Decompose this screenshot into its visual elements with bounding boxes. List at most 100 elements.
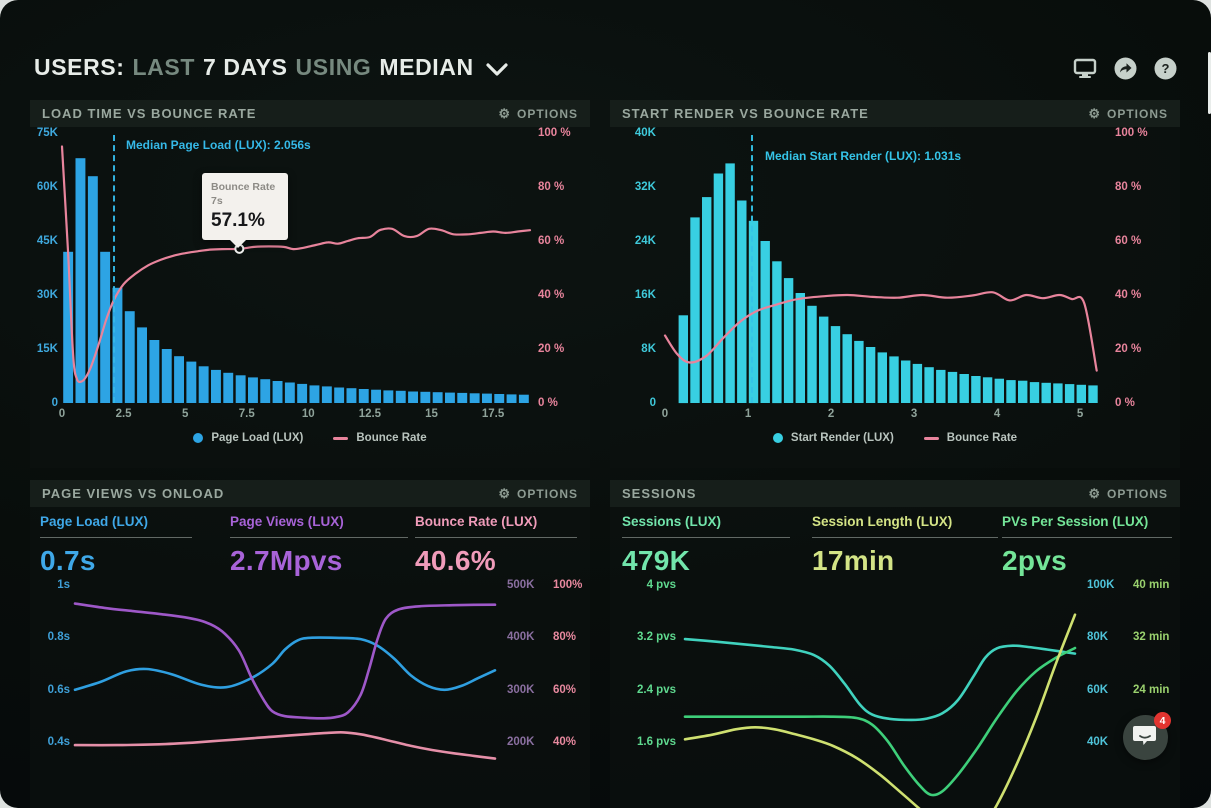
panel-title: LOAD TIME VS BOUNCE RATE: [42, 106, 257, 121]
axis-tick: 15K: [36, 343, 58, 355]
legend-label: Bounce Rate: [946, 432, 1018, 444]
svg-text:?: ?: [1161, 61, 1169, 76]
axis-tick-row: 200K 40%: [507, 736, 589, 748]
y-axis-right: 100 % 80 % 60 % 40 % 20 % 0 %: [538, 127, 586, 409]
x-axis: 0 1 2 3 4 5: [662, 408, 1105, 422]
axis-tick-row: 80K 32 min: [1087, 631, 1179, 643]
options-button[interactable]: ⚙ OPTIONS: [1088, 107, 1168, 121]
panel-header: PAGE VIEWS VS ONLOAD ⚙ OPTIONS: [30, 480, 590, 507]
title-word-last: LAST: [132, 54, 195, 80]
chart-legend: Page Load (LUX) Bounce Rate: [30, 432, 590, 444]
stat-page-load: Page Load (LUX) 0.7s: [40, 514, 192, 577]
axis-tick: 40 %: [1115, 289, 1142, 301]
axis-tick: 10: [301, 408, 315, 420]
tooltip-title: Bounce Rate: [211, 181, 276, 193]
axis-tick: 0: [58, 408, 66, 420]
axis-tick: 400K: [507, 631, 535, 644]
options-label: OPTIONS: [1106, 106, 1168, 121]
legend-swatch: [772, 433, 783, 443]
panel-sessions: SESSIONS ⚙ OPTIONS Sessions (LUX) 479K Se…: [610, 480, 1180, 808]
start-render-chart: Median Start Render (LUX): 1.031s: [663, 133, 1105, 404]
panel-load-time: LOAD TIME VS BOUNCE RATE ⚙ OPTIONS 75K 60K…: [30, 100, 590, 468]
options-button[interactable]: ⚙ OPTIONS: [1088, 487, 1168, 501]
y-axis-left: 1s 0.8s 0.6s 0.4s: [32, 579, 70, 748]
stat-page-views: Page Views (LUX) 2.7Mpvs: [230, 514, 408, 577]
axis-tick: 24K: [634, 235, 656, 247]
gear-icon: ⚙: [1088, 106, 1101, 121]
panel-header: LOAD TIME VS BOUNCE RATE ⚙ OPTIONS: [30, 100, 590, 127]
median-line: [750, 135, 753, 403]
legend-item: Start Render (LUX): [772, 432, 894, 444]
axis-tick-row: 500K 100%: [507, 579, 589, 591]
axis-tick: 7.5: [238, 408, 255, 420]
axis-tick: 2: [827, 408, 835, 420]
axis-tick: 60 %: [1115, 235, 1142, 247]
monitor-icon[interactable]: [1073, 56, 1097, 80]
legend-swatch: [333, 436, 349, 440]
legend-swatch: [923, 436, 939, 440]
y-axis-right: 100 % 80 % 60 % 40 % 20 % 0 %: [1115, 127, 1167, 409]
panel-header: START RENDER VS BOUNCE RATE ⚙ OPTIONS: [610, 100, 1180, 127]
panel-start-render: START RENDER VS BOUNCE RATE ⚙ OPTIONS 40K…: [610, 100, 1180, 468]
options-label: OPTIONS: [516, 486, 578, 501]
stat-value: 17min: [812, 545, 895, 576]
axis-tick: 300K: [507, 683, 535, 696]
chat-button[interactable]: 4: [1123, 712, 1171, 760]
axis-tick: 24 min: [1133, 683, 1170, 696]
stat-value: 40.6%: [415, 545, 496, 576]
header: USERS: LAST 7 DAYS USING MEDIAN ?: [34, 50, 1181, 90]
options-button[interactable]: ⚙ OPTIONS: [498, 107, 578, 121]
panel-header: SESSIONS ⚙ OPTIONS: [610, 480, 1180, 507]
options-label: OPTIONS: [516, 106, 578, 121]
y-axis-left: 75K 60K 45K 30K 15K 0: [32, 127, 58, 409]
axis-tick: 45K: [36, 235, 58, 247]
axis-tick: 30K: [36, 289, 58, 301]
stat-value: 0.7s: [40, 545, 96, 576]
chevron-down-icon[interactable]: [486, 55, 508, 82]
y-axis-left: 4 pvs 3.2 pvs 2.4 pvs 1.6 pvs: [614, 579, 676, 748]
stat-label: Session Length (LUX): [812, 514, 998, 538]
axis-tick: 0 %: [538, 397, 558, 409]
notification-badge: 4: [1154, 712, 1171, 729]
screen-edge-glare: [1208, 52, 1211, 114]
axis-tick-row: 40K: [1087, 736, 1179, 748]
axis-tick: 80K: [1087, 631, 1109, 644]
panel-title: START RENDER VS BOUNCE RATE: [622, 106, 869, 121]
tooltip-value: 57.1%: [211, 210, 265, 231]
axis-tick: 0.8s: [47, 631, 70, 644]
axis-tick: 5: [1076, 408, 1084, 420]
stat-value: 479K: [622, 545, 691, 576]
gear-icon: ⚙: [498, 106, 511, 121]
axis-tick: 3: [910, 408, 918, 420]
sessions-chart: [683, 578, 1077, 808]
axis-tick: 8K: [641, 343, 656, 355]
stat-label: Bounce Rate (LUX): [415, 514, 577, 538]
axis-tick: 15: [425, 408, 438, 420]
options-button[interactable]: ⚙ OPTIONS: [498, 487, 578, 501]
help-icon[interactable]: ?: [1153, 56, 1177, 80]
chart-legend: Start Render (LUX) Bounce Rate: [610, 432, 1180, 444]
y-axis-right: 500K 100% 400K 80% 300K 60% 200K 40%: [507, 579, 589, 748]
axis-tick-row: 400K 80%: [507, 631, 589, 643]
axis-tick: 0: [649, 397, 656, 409]
axis-tick: 40 %: [538, 289, 565, 301]
stat-bounce-rate: Bounce Rate (LUX) 40.6%: [415, 514, 577, 577]
axis-tick: 60K: [1087, 683, 1109, 696]
share-icon[interactable]: [1113, 56, 1137, 80]
axis-tick: 3.2 pvs: [637, 631, 676, 644]
chat-icon: [1133, 723, 1158, 752]
stat-value: 2pvs: [1002, 545, 1068, 576]
axis-tick: 75K: [36, 127, 58, 139]
page-title[interactable]: USERS: LAST 7 DAYS USING MEDIAN: [34, 54, 508, 82]
stat-pvs-per-session: PVs Per Session (LUX) 2pvs: [1002, 514, 1172, 577]
title-word-using: USING: [295, 54, 372, 80]
title-word-7days: 7 DAYS: [202, 54, 288, 80]
axis-tick: 1.6 pvs: [637, 735, 676, 748]
page-views-chart: [73, 578, 497, 808]
axis-tick: 100%: [553, 579, 583, 591]
panel-title: SESSIONS: [622, 486, 697, 501]
panel-title: PAGE VIEWS VS ONLOAD: [42, 486, 225, 501]
axis-tick: 500K: [507, 579, 535, 591]
median-label: Median Page Load (LUX): 2.056s: [126, 138, 311, 152]
